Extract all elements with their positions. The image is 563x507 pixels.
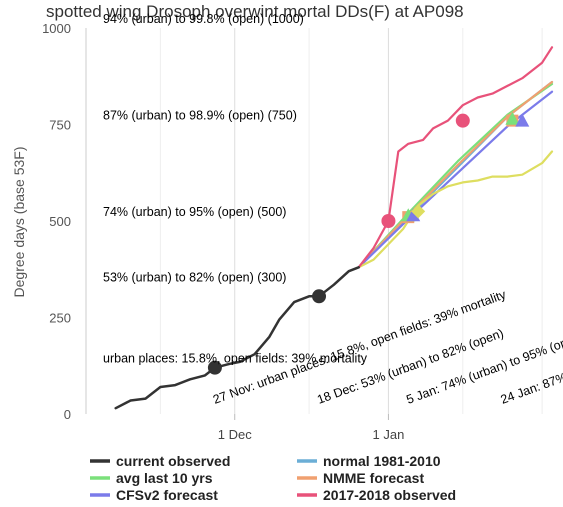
x-tick-label: 1 Dec [218, 427, 252, 442]
threshold-label: 94% (urban) to 99.8% (open) (1000) [103, 12, 304, 26]
legend: current observed normal 1981-2010 avg last… [90, 453, 456, 507]
marker-2017-2018-observed [455, 113, 470, 128]
series-line-nmme-forecast [357, 80, 554, 269]
legend-label-current-observed: current observed [116, 453, 230, 469]
marker-2016-2017-observed [411, 204, 426, 219]
marker-2017-2018-observed [381, 214, 396, 228]
threshold-label: 74% (urban) to 95% (open) (500) [103, 205, 286, 219]
series-line-2017-2018-observed [357, 46, 554, 269]
marker-avg-last-10-yrs [505, 111, 520, 125]
marker-current-observed [312, 289, 327, 304]
x-tick-label: 1 Jan [373, 427, 405, 442]
legend-label-2017-2018-observed: 2017-2018 observed [323, 487, 456, 503]
series-group [114, 46, 554, 410]
y-tick-label: 500 [49, 214, 71, 229]
y-tick-label: 750 [49, 118, 71, 133]
legend-label-2016-2017-observed: 2016-2017 observed [116, 504, 249, 507]
threshold-label: urban places: 15.8%, open fields: 39% mo… [103, 352, 368, 366]
y-tick-label: 250 [49, 311, 71, 326]
legend-label-avg-last-10-yrs: avg last 10 yrs [116, 470, 213, 486]
y-tick-label: 1000 [42, 21, 71, 36]
y-axis-label: Degree days (base 53F) [11, 147, 27, 298]
legend-label-cfsv2-forecast: CFSv2 forecast [116, 487, 218, 503]
marker-cfsv2-forecast [515, 113, 530, 127]
threshold-label: 87% (urban) to 98.9% (open) (750) [103, 109, 297, 123]
marker-current-observed [207, 360, 222, 375]
annotations-group: 94% (urban) to 99.8% (open) (1000) 87% (u… [103, 12, 563, 407]
axes-group: 0 250 500 750 1000 1 Dec 1 Jan [42, 21, 404, 442]
y-tick-label: 0 [64, 407, 71, 422]
threshold-label: 53% (urban) to 82% (open) (300) [103, 271, 286, 285]
legend-label-nmme-forecast: NMME forecast [323, 470, 424, 486]
legend-label-normal-1981-2010: normal 1981-2010 [323, 453, 441, 469]
series-line-2016-2017-observed [357, 150, 554, 269]
chart-title: spotted wing Drosoph overwint mortal DDs… [46, 2, 464, 21]
marker-cfsv2-forecast [406, 208, 421, 222]
markers-group [207, 111, 530, 375]
